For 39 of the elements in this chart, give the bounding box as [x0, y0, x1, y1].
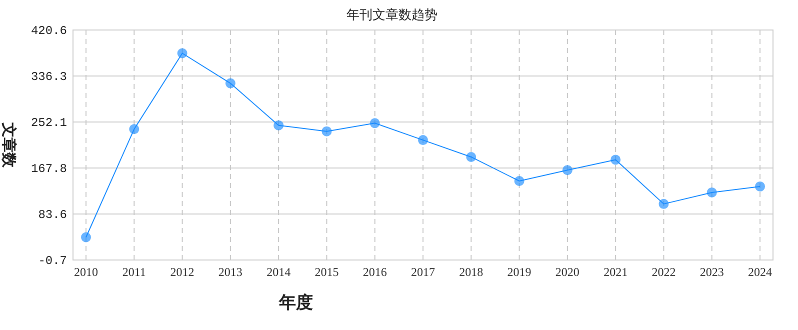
point: [658, 198, 669, 209]
y-tick-label: 336.3: [30, 70, 67, 84]
x-tick-label: 2024: [748, 265, 772, 279]
y-tick-label: 420.6: [30, 24, 67, 38]
x-tick-label: 2021: [604, 265, 628, 279]
x-tick-label: 2017: [411, 265, 435, 279]
point: [706, 187, 717, 198]
x-tick-label: 2019: [507, 265, 532, 279]
x-tick-label: 2018: [459, 265, 484, 279]
point: [81, 232, 91, 242]
y-axis-title: 文章数: [0, 122, 18, 168]
y-tick-label: 167.8: [30, 162, 67, 176]
x-tick-label: 2022: [652, 265, 676, 279]
y-tick-label: 252.1: [30, 116, 67, 130]
point: [225, 78, 236, 88]
y-tick-label: 83.6: [38, 208, 67, 222]
x-tick-label: 2023: [700, 265, 724, 279]
x-tick-label: 2016: [362, 265, 387, 279]
chart-title: 年刊文章数趋势: [346, 7, 438, 22]
point: [514, 176, 524, 186]
x-tick-label: 2012: [170, 265, 194, 279]
point: [755, 181, 765, 192]
x-tick-label: 2015: [314, 265, 339, 279]
point: [562, 165, 572, 176]
point: [418, 135, 428, 146]
point: [274, 120, 284, 130]
x-tick-label: 2010: [74, 265, 98, 279]
point: [322, 126, 332, 136]
x-tick-label: 2020: [555, 265, 580, 279]
x-tick-label: 2014: [266, 265, 291, 279]
point: [466, 152, 476, 162]
x-tick-label: 2013: [218, 265, 242, 279]
point: [129, 124, 140, 134]
point: [177, 48, 188, 58]
x-axis-title: 年度: [278, 293, 313, 312]
y-tick-label: -0.7: [38, 254, 67, 268]
x-tick-label: 2011: [122, 265, 146, 279]
point: [610, 154, 621, 165]
point: [370, 118, 380, 128]
